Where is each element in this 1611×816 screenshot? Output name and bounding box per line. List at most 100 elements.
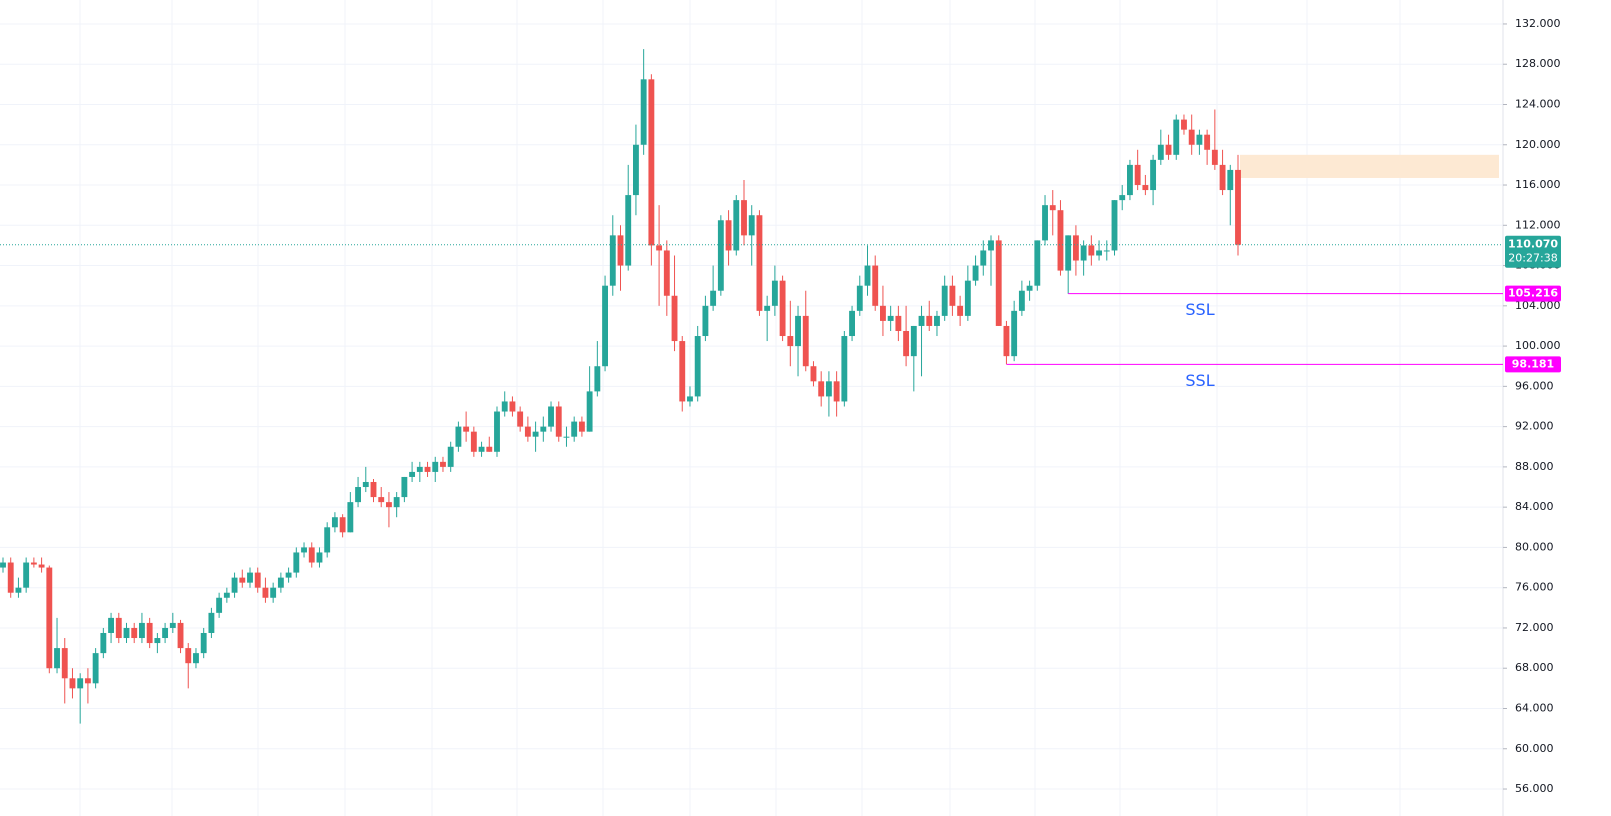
candle-body — [123, 627, 130, 639]
candle-body — [679, 341, 686, 402]
candle-body — [941, 285, 948, 316]
y-tick-label: 60.000 — [1515, 742, 1554, 755]
candle-body — [910, 325, 917, 357]
y-tick-label: 88.000 — [1515, 460, 1554, 473]
candle-body — [254, 572, 261, 588]
candle-body — [247, 572, 253, 583]
candle-body — [563, 436, 570, 438]
candle-body — [717, 220, 724, 291]
candle-body — [277, 577, 284, 588]
candle-body — [687, 396, 693, 402]
candle-body — [154, 638, 161, 644]
candle-body — [1119, 195, 1126, 201]
candle-body — [648, 79, 655, 246]
candle-body — [1196, 134, 1203, 145]
candle-body — [193, 653, 199, 664]
candle-body — [1096, 250, 1102, 256]
candle-body — [694, 336, 701, 397]
candle-body — [486, 446, 493, 452]
y-tick-label: 56.000 — [1515, 782, 1554, 795]
candle-body — [370, 481, 377, 498]
candle-body — [756, 215, 763, 311]
candle-body — [980, 250, 987, 266]
candle-body — [872, 265, 879, 306]
candle-body — [1150, 159, 1157, 191]
candle-body — [262, 587, 269, 598]
candle-body — [957, 305, 964, 316]
candle-body — [571, 421, 578, 437]
y-tick-label: 72.000 — [1515, 621, 1554, 634]
candle-body — [856, 285, 863, 311]
candle-body — [308, 547, 315, 563]
candle-body — [463, 426, 470, 432]
candle-body — [1003, 325, 1010, 357]
candle-body — [54, 648, 60, 669]
candle-body — [988, 240, 994, 251]
candle-body — [903, 330, 910, 357]
candle-body — [347, 502, 354, 533]
candle-body — [146, 622, 153, 644]
candle-body — [293, 552, 300, 573]
countdown: 20:27:38 — [1508, 252, 1557, 265]
candle-body — [416, 466, 423, 472]
candle-body — [378, 497, 385, 503]
candle-body — [818, 381, 825, 397]
candle-body — [162, 627, 169, 639]
candle-body — [223, 592, 230, 598]
candle-body — [1157, 144, 1164, 160]
candle-body — [139, 622, 145, 639]
candle-body — [733, 200, 740, 251]
y-tick-label: 76.000 — [1515, 581, 1554, 594]
candle-body — [864, 265, 871, 286]
candle-body — [1142, 185, 1149, 191]
candle-body — [710, 290, 717, 306]
candle-body — [108, 617, 114, 633]
candle-body — [787, 336, 794, 347]
candle-body — [602, 285, 608, 367]
candle-body — [748, 215, 755, 236]
candle-body — [934, 315, 940, 326]
candle-body — [741, 200, 747, 236]
candle-body — [1227, 169, 1234, 191]
candle-body — [30, 562, 37, 565]
y-tick-label: 128.000 — [1515, 57, 1561, 70]
candle-body — [285, 572, 292, 578]
candle-body — [725, 220, 732, 251]
candle-body — [972, 265, 979, 281]
candle-body — [524, 426, 531, 437]
candle-body — [1181, 119, 1187, 130]
candle-body — [393, 497, 400, 508]
candle-body — [764, 305, 771, 311]
candle-body — [478, 446, 485, 452]
candle-body — [331, 517, 338, 528]
candle-body — [470, 431, 477, 452]
y-tick-label: 132.000 — [1515, 17, 1561, 30]
candle-body — [795, 315, 801, 347]
candle-body — [810, 366, 817, 382]
candle-body — [1072, 235, 1079, 261]
candle-body — [362, 481, 369, 488]
level-annotation: SSL — [1185, 371, 1214, 390]
y-tick-label: 112.000 — [1515, 218, 1561, 231]
candle-body — [1219, 164, 1226, 191]
candle-body — [586, 391, 593, 432]
level-annotation: SSL — [1185, 300, 1214, 319]
candle-body — [432, 461, 439, 472]
y-tick-label: 84.000 — [1515, 500, 1554, 513]
y-tick-label: 64.000 — [1515, 701, 1554, 714]
candle-body — [880, 305, 886, 321]
candle-body — [92, 653, 99, 684]
candle-body — [964, 280, 971, 316]
candle-body — [7, 562, 14, 593]
candle-body — [1173, 119, 1180, 155]
candle-body — [1057, 210, 1064, 271]
candle-body — [501, 401, 508, 412]
candle-body — [69, 678, 76, 689]
candle-body — [239, 577, 246, 583]
candle-body — [1165, 144, 1172, 155]
candle-body — [131, 627, 138, 639]
candle-body — [46, 567, 53, 669]
candle-body — [1026, 285, 1033, 291]
candle-body — [185, 648, 192, 664]
